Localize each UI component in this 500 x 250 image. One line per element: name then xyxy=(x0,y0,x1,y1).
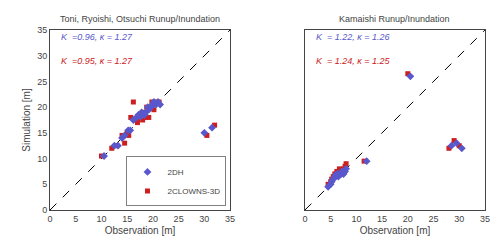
svg-text:35: 35 xyxy=(225,214,235,224)
svg-text:Toni, Ryoishi, Otsuchi Runup/I: Toni, Ryoishi, Otsuchi Runup/Inundation xyxy=(60,14,220,24)
svg-text:2CLOWNS-3D: 2CLOWNS-3D xyxy=(167,187,220,196)
svg-text:15: 15 xyxy=(377,214,387,224)
svg-text:Kamaishi Runup/Inundation: Kamaishi Runup/Inundation xyxy=(339,14,450,24)
svg-text:10: 10 xyxy=(96,214,106,224)
svg-text:5: 5 xyxy=(73,214,78,224)
svg-text:15: 15 xyxy=(122,214,132,224)
svg-text:20: 20 xyxy=(37,102,47,112)
svg-text:10: 10 xyxy=(351,214,361,224)
svg-text:35: 35 xyxy=(37,25,47,35)
svg-text:0: 0 xyxy=(42,205,47,215)
svg-text:5: 5 xyxy=(328,214,333,224)
svg-text:Simulation [m]: Simulation [m] xyxy=(21,88,32,152)
svg-text:K = 1.24, κ = 1.25: K = 1.24, κ = 1.25 xyxy=(316,56,391,66)
svg-text:K = 1.22, κ = 1.26: K = 1.22, κ = 1.26 xyxy=(316,32,390,42)
svg-text:15: 15 xyxy=(37,128,47,138)
svg-text:10: 10 xyxy=(37,154,47,164)
svg-text:20: 20 xyxy=(403,214,413,224)
svg-text:25: 25 xyxy=(429,214,439,224)
svg-text:Observation [m]: Observation [m] xyxy=(105,225,176,236)
svg-text:35: 35 xyxy=(480,214,490,224)
svg-text:0: 0 xyxy=(48,214,53,224)
svg-text:30: 30 xyxy=(454,214,464,224)
svg-text:5: 5 xyxy=(42,179,47,189)
svg-text:20: 20 xyxy=(148,214,158,224)
svg-text:K =0.96, κ = 1.27: K =0.96, κ = 1.27 xyxy=(61,32,133,42)
svg-text:K =0.95, κ = 1.27: K =0.95, κ = 1.27 xyxy=(61,56,133,66)
svg-text:Observation [m]: Observation [m] xyxy=(360,225,431,236)
svg-text:25: 25 xyxy=(174,214,184,224)
svg-text:0: 0 xyxy=(302,214,307,224)
svg-text:30: 30 xyxy=(37,51,47,61)
svg-text:2DH: 2DH xyxy=(167,168,183,177)
svg-text:25: 25 xyxy=(37,77,47,87)
svg-text:30: 30 xyxy=(199,214,209,224)
